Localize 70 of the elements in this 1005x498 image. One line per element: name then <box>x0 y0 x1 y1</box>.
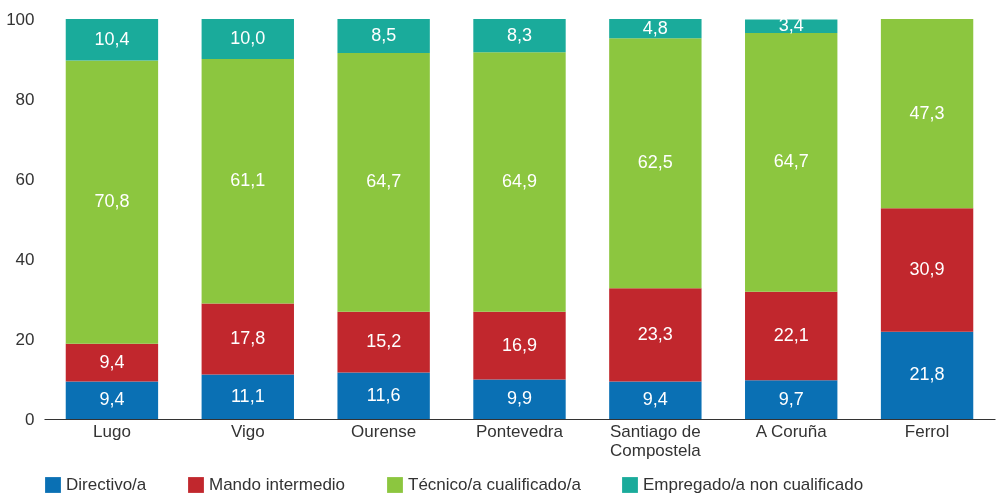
data-label: 11,6 <box>366 384 401 405</box>
x-tick-label: Vigo <box>230 421 265 441</box>
y-tick-label: 40 <box>15 249 35 269</box>
data-label: 21,8 <box>909 364 945 385</box>
bar <box>473 379 566 419</box>
data-label: 70,8 <box>94 191 130 212</box>
bar <box>201 59 294 304</box>
bar <box>609 381 702 419</box>
data-label: 64,7 <box>773 151 809 172</box>
bar <box>745 33 838 292</box>
data-label: 61,1 <box>230 170 266 191</box>
x-tick-label: A Coruña <box>755 421 828 441</box>
data-label: 30,9 <box>909 259 945 279</box>
bar <box>65 381 159 419</box>
data-label: 16,9 <box>501 334 538 355</box>
data-label: 64,9 <box>501 171 538 191</box>
bar <box>473 52 566 312</box>
bar <box>880 19 974 209</box>
bar <box>337 53 430 312</box>
x-tick-label: Ourense <box>351 421 417 441</box>
bar <box>880 331 974 419</box>
bar <box>337 19 430 53</box>
bar <box>609 19 702 39</box>
bar <box>745 380 838 419</box>
bar <box>337 311 430 373</box>
legend-label: Directivo/a <box>66 475 147 494</box>
bar <box>65 19 159 61</box>
legend-label: Mando intermedio <box>209 475 346 494</box>
data-label: 4,8 <box>642 17 668 38</box>
bar <box>201 19 294 59</box>
bar <box>65 343 159 382</box>
y-tick-label: 80 <box>15 89 35 109</box>
bar <box>473 19 566 53</box>
data-label: 22,1 <box>773 325 809 345</box>
bar <box>337 372 430 419</box>
x-tick-label: Pontevedra <box>476 421 564 441</box>
legend-label: Empregado/a non cualificado <box>643 475 864 494</box>
data-label: 9,4 <box>99 351 125 372</box>
x-tick-label: Ferrol <box>904 421 950 441</box>
bar <box>473 311 566 380</box>
x-tick-label: Lugo <box>93 421 131 441</box>
data-label: 8,5 <box>371 25 397 45</box>
bar <box>609 38 702 289</box>
y-tick-label: 60 <box>15 169 35 189</box>
legend-label: Técnico/a cualificado/a <box>408 475 582 494</box>
data-label: 9,4 <box>99 389 125 410</box>
data-label: 10,4 <box>94 28 130 49</box>
bar <box>201 374 294 419</box>
y-tick-label: 100 <box>6 9 35 29</box>
bar <box>745 291 838 381</box>
data-label: 47,3 <box>909 102 945 123</box>
bar <box>609 288 702 382</box>
x-tick-label: Santiago de Compostela <box>609 421 702 460</box>
data-label: 9,9 <box>506 388 533 409</box>
data-label: 10,0 <box>230 28 266 48</box>
bar <box>65 60 159 344</box>
data-label: 8,3 <box>506 24 533 45</box>
data-label: 23,3 <box>637 323 673 344</box>
data-label: 62,5 <box>637 152 673 173</box>
y-tick-label: 0 <box>25 409 35 429</box>
data-label: 64,7 <box>366 171 402 192</box>
bar <box>201 303 294 375</box>
data-label: 9,4 <box>642 389 668 410</box>
data-label: 11,1 <box>230 385 265 406</box>
bar <box>745 19 838 33</box>
data-label: 9,7 <box>778 388 804 409</box>
bar <box>880 208 974 332</box>
data-label: 15,2 <box>366 331 402 352</box>
data-label: 17,8 <box>230 328 266 348</box>
y-tick-label: 20 <box>15 329 35 349</box>
